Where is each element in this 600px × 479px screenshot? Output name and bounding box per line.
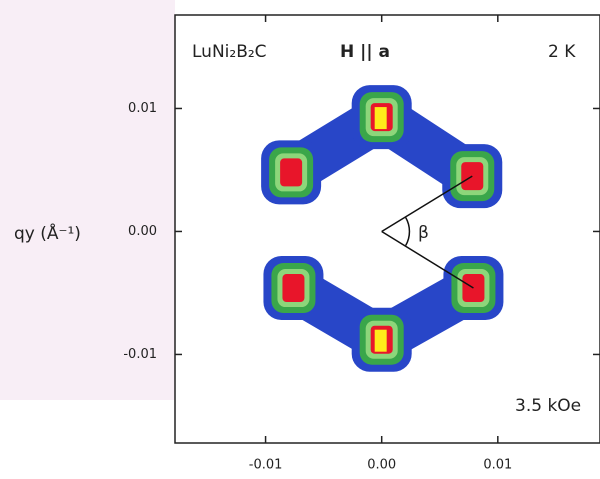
- spot-yellow: [374, 329, 387, 352]
- y-axis-label: qy (Å⁻¹): [14, 222, 81, 244]
- spot-red: [282, 274, 305, 303]
- x-tick-label: 0.00: [367, 458, 396, 473]
- angle-label: β: [418, 223, 429, 243]
- diffraction-spot: [351, 307, 412, 372]
- angle-arc: [405, 217, 411, 246]
- spot-red: [280, 158, 303, 187]
- compound-label: LuNi₂B₂C: [192, 42, 267, 62]
- spot-yellow: [374, 107, 387, 130]
- diffraction-spot: [261, 140, 322, 205]
- diffraction-spot: [263, 256, 324, 321]
- temperature: 2 K: [548, 42, 576, 62]
- x-tick-label: 0.01: [483, 458, 512, 473]
- y-tick-label: 0.00: [128, 224, 157, 239]
- x-tick-label: -0.01: [249, 458, 283, 473]
- field-direction: H || a: [340, 42, 390, 62]
- y-tick-label: -0.01: [123, 347, 157, 362]
- angle-line: [381, 230, 474, 289]
- side-background: [0, 0, 175, 400]
- plot-frame: [174, 14, 600, 444]
- diffraction-spot: [351, 85, 412, 150]
- y-tick-label: 0.01: [128, 101, 157, 116]
- angle-line: [381, 175, 473, 233]
- field-label: 3.5 kOe: [515, 396, 581, 416]
